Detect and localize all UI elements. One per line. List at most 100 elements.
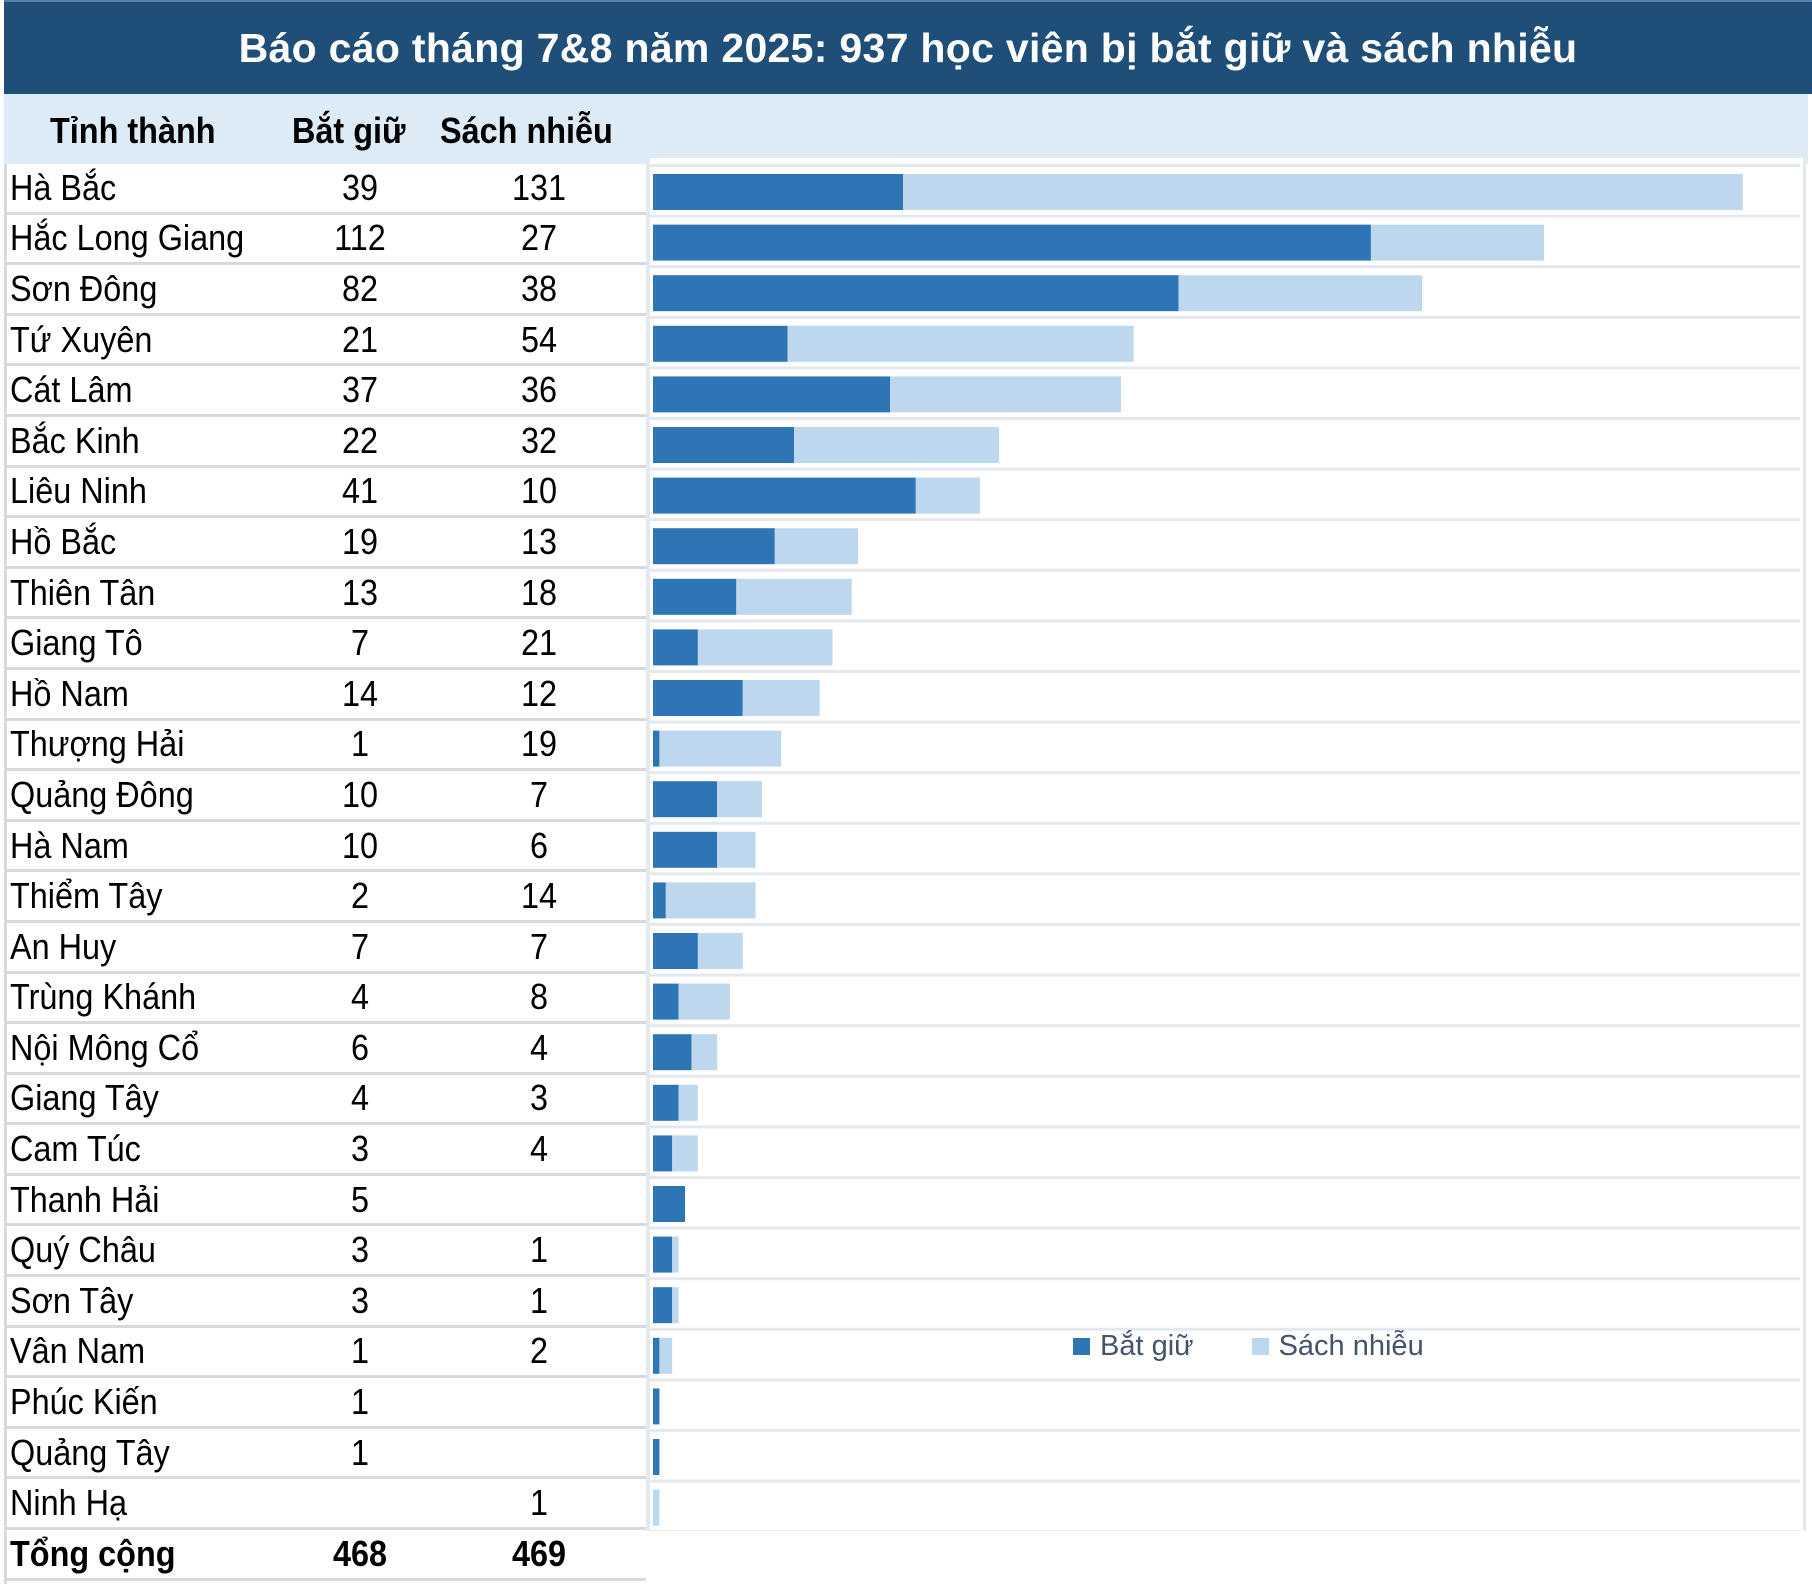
- arrested-cell: 1: [350, 723, 370, 765]
- harassed-cell: 14: [520, 875, 558, 917]
- table-row: Quảng Tây 1: [4, 1429, 646, 1480]
- row-divider: [650, 1429, 1800, 1432]
- row-divider: [650, 1074, 1800, 1078]
- harassed-cell: 32: [520, 419, 558, 461]
- bar-harassed: [774, 528, 859, 565]
- row-divider: [650, 1125, 1800, 1129]
- bar-arrested: [653, 174, 903, 210]
- bar-arrested: [653, 882, 666, 919]
- bar-harassed: [902, 174, 1743, 210]
- row-divider: [650, 973, 1800, 977]
- harassed-cell: 19: [520, 723, 558, 765]
- bar-arrested: [653, 983, 679, 1020]
- data-table: Hà Bắc 39 131 Hắc Long Giang 112 27 Sơn Đông 82…: [4, 164, 646, 1581]
- table-row: Ninh Hạ 1: [4, 1479, 646, 1531]
- bar-arrested: [653, 578, 737, 615]
- arrested-cell: [306, 1479, 414, 1527]
- harassed-cell: 12: [520, 672, 558, 714]
- bar-arrested: [653, 1439, 660, 1475]
- bar-harassed: [717, 831, 756, 868]
- row-divider: [650, 1530, 1800, 1531]
- table-row: Tứ Xuyên 21 54: [4, 316, 646, 367]
- province-cell: Ninh Hạ: [10, 1482, 128, 1524]
- row-divider: [650, 1176, 1800, 1179]
- bar-harassed: [665, 882, 756, 919]
- table-row: Hà Nam 10 6: [4, 822, 646, 873]
- table-row: Phúc Kiến 1: [4, 1378, 646, 1429]
- row-divider: [650, 214, 1800, 218]
- harassed-cell: 38: [520, 267, 558, 309]
- province-cell: Thanh Hải: [10, 1178, 160, 1220]
- table-row: Thanh Hải 5: [4, 1176, 646, 1227]
- bar-arrested: [653, 680, 743, 716]
- province-cell: Vân Nam: [10, 1330, 146, 1372]
- province-cell: Bắc Kinh: [10, 419, 140, 461]
- harassed-cell: 4: [529, 1026, 549, 1068]
- arrested-cell: 1: [350, 1381, 370, 1423]
- row-divider: [650, 619, 1800, 623]
- bar-arrested: [653, 629, 698, 666]
- province-cell: Hắc Long Giang: [10, 217, 245, 259]
- table-row: Giang Tây 4 3: [4, 1075, 646, 1126]
- province-cell: Cam Túc: [10, 1128, 141, 1170]
- header-province: Tỉnh thành: [50, 110, 216, 151]
- harassed-cell: [485, 1176, 593, 1224]
- province-cell: Trùng Khánh: [10, 976, 197, 1018]
- province-cell: Hồ Bắc: [10, 520, 117, 562]
- chart-legend: Bắt giữ Sách nhiễu: [1073, 1330, 1482, 1363]
- arrested-cell: 112: [334, 217, 386, 259]
- bar-harassed: [697, 933, 743, 969]
- legend-item-arrested: Bắt giữ: [1073, 1330, 1194, 1363]
- total-label: Tổng cộng: [10, 1532, 176, 1574]
- bar-arrested: [653, 831, 718, 868]
- province-cell: Liêu Ninh: [10, 470, 147, 512]
- arrested-cell: 3: [350, 1229, 370, 1271]
- harassed-cell: [485, 1378, 593, 1426]
- province-cell: Hà Bắc: [10, 166, 117, 208]
- harassed-cell: 131: [511, 166, 567, 208]
- table-row: Liêu Ninh 41 10: [4, 468, 646, 519]
- row-divider: [650, 164, 1800, 167]
- province-cell: Sơn Tây: [10, 1279, 134, 1321]
- table-row: Thiên Tân 13 18: [4, 569, 646, 620]
- table-row: Giang Tô 7 21: [4, 619, 646, 670]
- row-divider: [650, 1226, 1800, 1230]
- row-divider: [650, 1327, 1800, 1331]
- row-divider: [650, 720, 1800, 724]
- province-cell: Phúc Kiến: [10, 1381, 158, 1423]
- row-divider: [650, 670, 1800, 673]
- bar-arrested: [653, 1034, 692, 1071]
- bar-harassed: [1370, 224, 1544, 261]
- legend-label-harassed: Sách nhiễu: [1278, 1330, 1424, 1362]
- bar-harassed: [787, 325, 1134, 362]
- arrested-cell: 22: [341, 419, 379, 461]
- legend-swatch-harassed: [1251, 1338, 1269, 1355]
- harassed-cell: 10: [520, 470, 558, 512]
- harassed-cell: 7: [529, 925, 549, 967]
- page-title: Báo cáo tháng 7&8 năm 2025: 937 học viên…: [238, 24, 1578, 71]
- arrested-cell: 7: [350, 925, 370, 967]
- total-row: Tổng cộng 468 469: [4, 1530, 646, 1581]
- arrested-cell: 41: [341, 470, 379, 512]
- table-row: Sơn Tây 3 1: [4, 1277, 646, 1328]
- province-cell: Hà Nam: [10, 824, 129, 866]
- bar-arrested: [653, 528, 775, 565]
- bar-arrested: [653, 1186, 686, 1222]
- row-divider: [650, 1378, 1800, 1382]
- bar-harassed: [672, 1135, 698, 1172]
- bar-arrested: [653, 933, 698, 969]
- table-row: Thiểm Tây 2 14: [4, 872, 646, 923]
- arrested-cell: 1: [350, 1330, 370, 1372]
- harassed-cell: 21: [520, 622, 558, 664]
- bar-harassed: [659, 730, 782, 767]
- harassed-cell: 3: [529, 1077, 549, 1119]
- bar-harassed: [653, 1489, 660, 1526]
- table-row: Sơn Đông 82 38: [4, 265, 646, 316]
- row-divider: [650, 366, 1800, 370]
- arrested-cell: 4: [350, 1077, 370, 1119]
- province-cell: Tứ Xuyên: [10, 318, 153, 360]
- bar-harassed: [794, 427, 1000, 463]
- bar-arrested: [653, 1388, 660, 1425]
- table-row: Cát Lâm 37 36: [4, 366, 646, 417]
- bar-arrested: [653, 275, 1179, 312]
